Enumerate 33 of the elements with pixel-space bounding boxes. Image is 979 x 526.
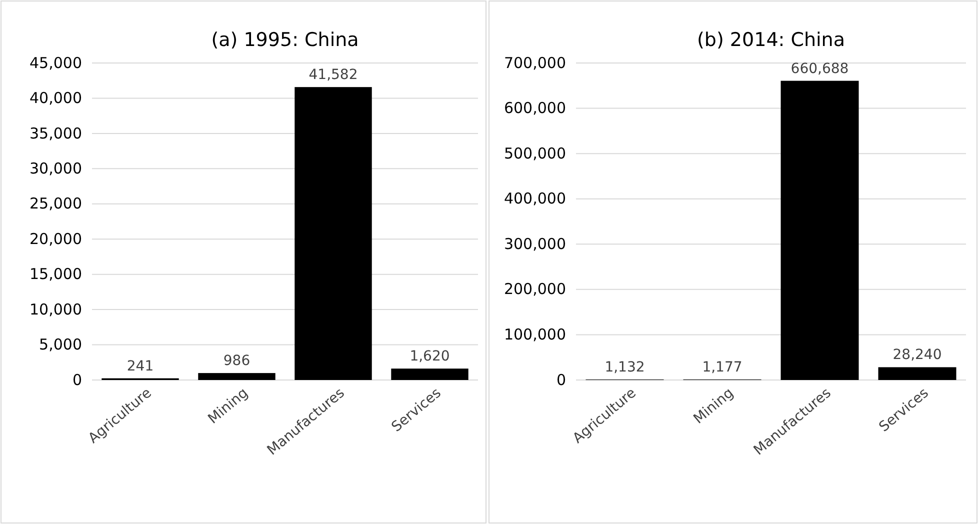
bar <box>391 368 468 380</box>
y-tick-label: 500,000 <box>504 144 566 162</box>
y-tick-label: 600,000 <box>504 99 566 118</box>
y-tick-label: 5,000 <box>39 336 82 354</box>
chart-title: (b) 2014: China <box>697 29 845 51</box>
y-tick-label: 40,000 <box>30 89 82 108</box>
y-tick-label: 200,000 <box>504 280 566 298</box>
y-tick-label: 0 <box>556 370 566 389</box>
data-label: 1,177 <box>702 359 742 376</box>
y-tick-label: 10,000 <box>30 300 82 318</box>
y-tick-label: 100,000 <box>504 326 566 344</box>
chart-title: (a) 1995: China <box>211 29 359 51</box>
bar <box>878 367 956 380</box>
y-tick-label: 700,000 <box>504 54 566 72</box>
y-tick-label: 20,000 <box>30 230 82 248</box>
data-label: 28,240 <box>892 347 942 364</box>
data-label: 1,620 <box>410 348 450 365</box>
data-label: 660,688 <box>790 60 849 77</box>
y-tick-label: 15,000 <box>30 265 82 284</box>
bar <box>294 87 372 380</box>
y-tick-label: 35,000 <box>30 124 82 142</box>
bar <box>780 80 859 380</box>
y-tick-label: 400,000 <box>504 190 566 208</box>
data-label: 1,132 <box>604 359 645 376</box>
y-tick-label: 0 <box>72 370 82 389</box>
y-tick-label: 300,000 <box>504 234 566 253</box>
y-tick-label: 30,000 <box>30 159 82 178</box>
data-label: 986 <box>223 353 250 370</box>
bar <box>198 373 276 380</box>
data-label: 241 <box>126 358 154 374</box>
y-tick-label: 45,000 <box>30 54 82 72</box>
y-tick-label: 25,000 <box>30 194 82 213</box>
data-label: 41,582 <box>308 67 358 84</box>
